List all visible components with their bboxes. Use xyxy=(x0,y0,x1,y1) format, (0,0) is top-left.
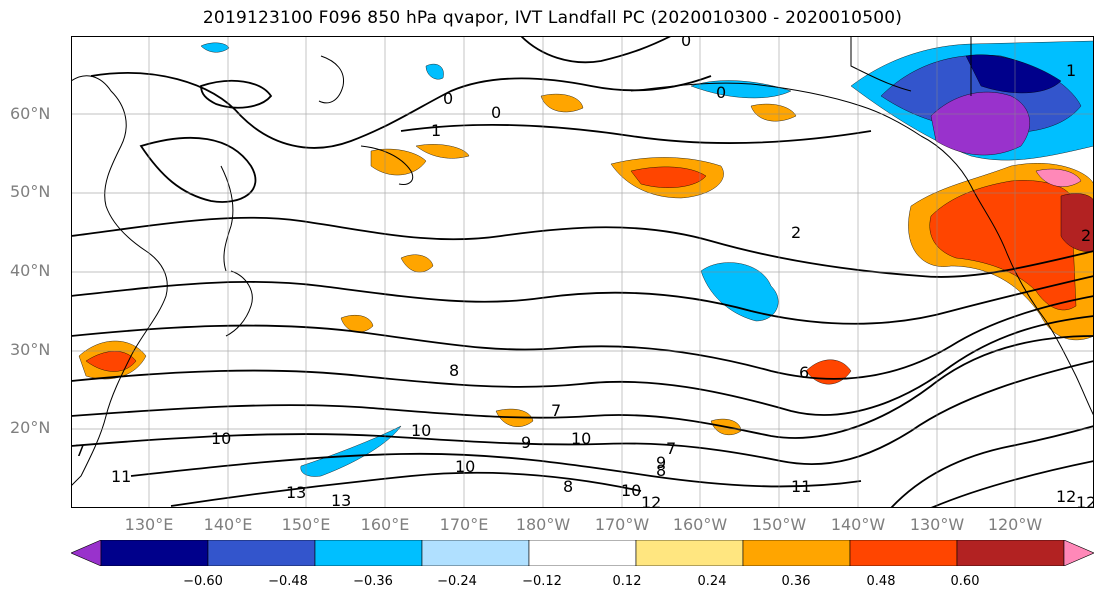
colorbar-cell xyxy=(421,540,530,566)
contour-label: 8 xyxy=(449,361,459,380)
contour-label: 8 xyxy=(656,461,666,480)
colorbar-tick-label: 0.48 xyxy=(866,574,896,589)
contour-label: 12 xyxy=(641,493,661,508)
contour-label: 11 xyxy=(111,467,131,486)
shaded-regions xyxy=(78,40,1094,477)
contour-label: 10 xyxy=(455,457,475,476)
contour-label: 13 xyxy=(286,483,306,502)
colorbar-tick-label: 0.60 xyxy=(950,574,980,589)
lon-label-150w: 150°W xyxy=(751,515,807,534)
contour-label: 0 xyxy=(681,36,691,50)
colorbar-tick-label: −0.60 xyxy=(183,574,223,589)
colorbar-extend-min xyxy=(71,540,102,566)
contour-label: 1 xyxy=(431,121,441,140)
lon-label-170e: 170°E xyxy=(439,515,489,534)
lat-label-60n: 60°N xyxy=(10,104,51,123)
colorbar-tick-label: −0.48 xyxy=(268,574,308,589)
contour-label: 12 xyxy=(1056,487,1076,506)
lon-label-130w: 130°W xyxy=(909,515,965,534)
contour-label: 13 xyxy=(331,491,351,508)
lon-label-140e: 140°E xyxy=(203,515,253,534)
colorbar-cell xyxy=(956,540,1065,566)
lon-label-140w: 140°W xyxy=(830,515,886,534)
coastlines xyxy=(71,36,1094,487)
colorbar-cell xyxy=(207,540,316,566)
colorbar-tick-label: −0.24 xyxy=(437,574,477,589)
lon-label-160w: 160°W xyxy=(672,515,728,534)
contour-label: 6 xyxy=(799,363,809,382)
lon-label-170w: 170°W xyxy=(594,515,650,534)
contour-label: 7 xyxy=(551,401,561,420)
colorbar-cell xyxy=(849,540,958,566)
chart-title: 2019123100 F096 850 hPa qvapor, IVT Land… xyxy=(202,8,903,28)
contour-label: 0 xyxy=(443,89,453,108)
contour-label: 0 xyxy=(716,83,726,102)
contour-label: 2 xyxy=(791,223,801,242)
contour-label: 9 xyxy=(521,433,531,452)
colorbar-extend-max xyxy=(1063,540,1094,566)
contour-label: 10 xyxy=(621,481,641,500)
colorbar-tick-label: 0.24 xyxy=(697,574,727,589)
contour-label: 12 xyxy=(1076,493,1094,508)
colorbar-tick-label: −0.36 xyxy=(353,574,393,589)
contour-label: 0 xyxy=(491,103,501,122)
grid-lines xyxy=(71,36,1094,508)
map-panel: 0 0 0 0 1 2 1 2 7 8 9 10 10 10 7 9 10 11… xyxy=(71,36,1094,508)
colorbar-cell xyxy=(314,540,423,566)
contour-label: 11 xyxy=(791,477,811,496)
contour-label: 1 xyxy=(1066,61,1076,80)
lat-label-50n: 50°N xyxy=(10,182,51,201)
lon-label-150e: 150°E xyxy=(281,515,331,534)
lon-label-120w: 120°W xyxy=(987,515,1043,534)
colorbar-cell xyxy=(635,540,744,566)
lat-label-30n: 30°N xyxy=(10,340,51,359)
colorbar-tick-label: 0.36 xyxy=(781,574,811,589)
contour-label: 10 xyxy=(411,421,431,440)
contour-label: 10 xyxy=(211,429,231,448)
contour-label: 7 xyxy=(75,441,85,460)
contour-lines xyxy=(71,36,1094,508)
lat-label-20n: 20°N xyxy=(10,418,51,437)
lon-label-180w: 180°W xyxy=(515,515,571,534)
contour-label: 10 xyxy=(571,429,591,448)
contour-label: 9 xyxy=(656,453,666,472)
colorbar-tick-label: −0.12 xyxy=(522,574,562,589)
colorbar-cell xyxy=(528,540,637,566)
contour-label: 8 xyxy=(563,477,573,496)
colorbar-tick-label: 0.12 xyxy=(612,574,642,589)
lon-label-160e: 160°E xyxy=(360,515,410,534)
colorbar xyxy=(71,540,1094,566)
colorbar-cell xyxy=(742,540,851,566)
colorbar-cell xyxy=(100,540,209,566)
lat-label-40n: 40°N xyxy=(10,261,51,280)
contour-label: 7 xyxy=(666,439,676,458)
lon-label-130e: 130°E xyxy=(124,515,174,534)
contour-label: 2 xyxy=(1081,226,1091,245)
